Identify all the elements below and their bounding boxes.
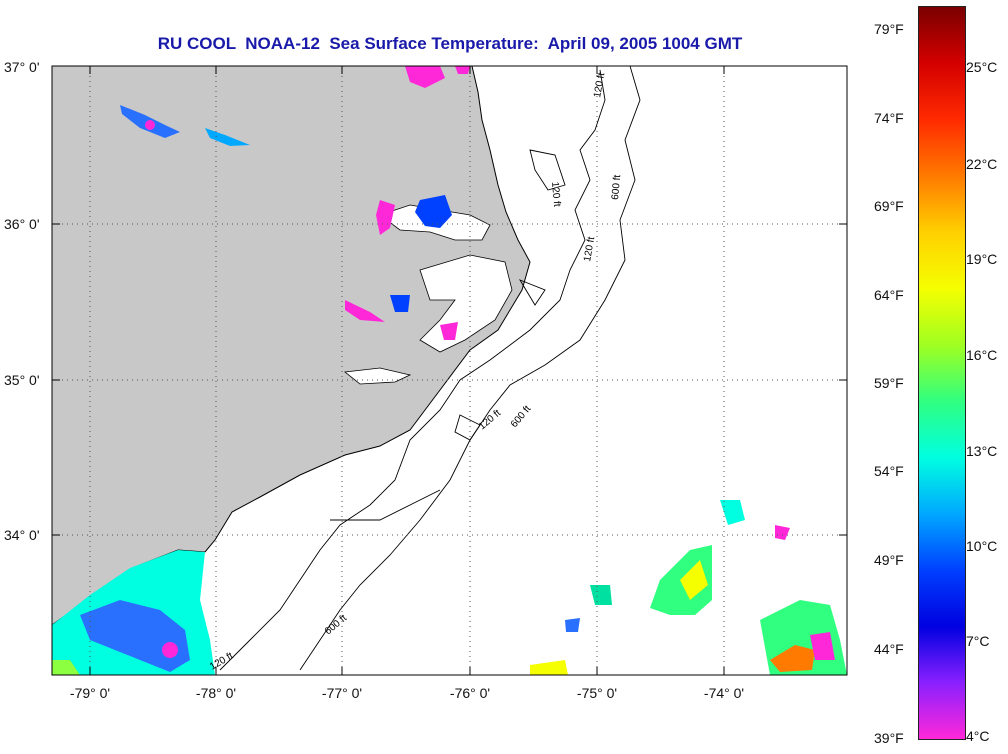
lon-label-79: -79° 0': [69, 685, 111, 701]
depth-contours: [219, 66, 641, 671]
lon-label-76: -76° 0': [449, 685, 491, 701]
lat-label-36: 36° 0': [4, 216, 40, 232]
lat-label-34: 34° 0': [4, 527, 40, 543]
colorbar-c-label: 7°C: [966, 633, 990, 649]
lon-label-74: -74° 0': [703, 685, 745, 701]
colorbar-f-label: 54°F: [874, 463, 904, 479]
contour-label-120-mid: 120 ft: [549, 181, 562, 207]
lat-label-35: 35° 0': [4, 372, 40, 388]
colorbar-c-label: 25°C: [966, 59, 998, 75]
colorbar-c-label: 10°C: [966, 538, 998, 554]
colorbar-f-label: 49°F: [874, 552, 904, 568]
lon-label-75: -75° 0': [576, 685, 618, 701]
map-title: RU COOL NOAA-12 Sea Surface Temperature:…: [157, 34, 743, 53]
colorbar-f-label: 59°F: [874, 375, 904, 391]
lon-label-78: -78° 0': [195, 685, 237, 701]
colorbar-c-label: 13°C: [966, 443, 998, 459]
colorbar: [918, 6, 966, 740]
colorbar-f-label: 79°F: [874, 21, 904, 37]
colorbar-c-label: 16°C: [966, 347, 998, 363]
colorbar-c-label: 19°C: [966, 251, 998, 267]
lon-label-77: -77° 0': [321, 685, 363, 701]
contour-label-600-north: 600 ft: [610, 174, 623, 200]
map-frame: [51, 65, 848, 676]
sst-patches: [52, 66, 847, 675]
colorbar-f-label: 64°F: [874, 287, 904, 303]
colorbar-c-label: 22°C: [966, 156, 998, 172]
colorbar-f-label: 39°F: [874, 730, 904, 746]
river-inlet: [343, 367, 412, 385]
colorbar-c-label: 4°C: [966, 728, 990, 744]
colorbar-f-label: 44°F: [874, 641, 904, 657]
colorbar-f-label: 74°F: [874, 110, 904, 126]
colorbar-f-label: 69°F: [874, 198, 904, 214]
contour-label-120-north: 120 ft: [592, 72, 607, 99]
lat-label-37: 37° 0': [4, 59, 40, 75]
ticks: [52, 66, 847, 675]
contour-label-120-south: 120 ft: [582, 236, 597, 263]
